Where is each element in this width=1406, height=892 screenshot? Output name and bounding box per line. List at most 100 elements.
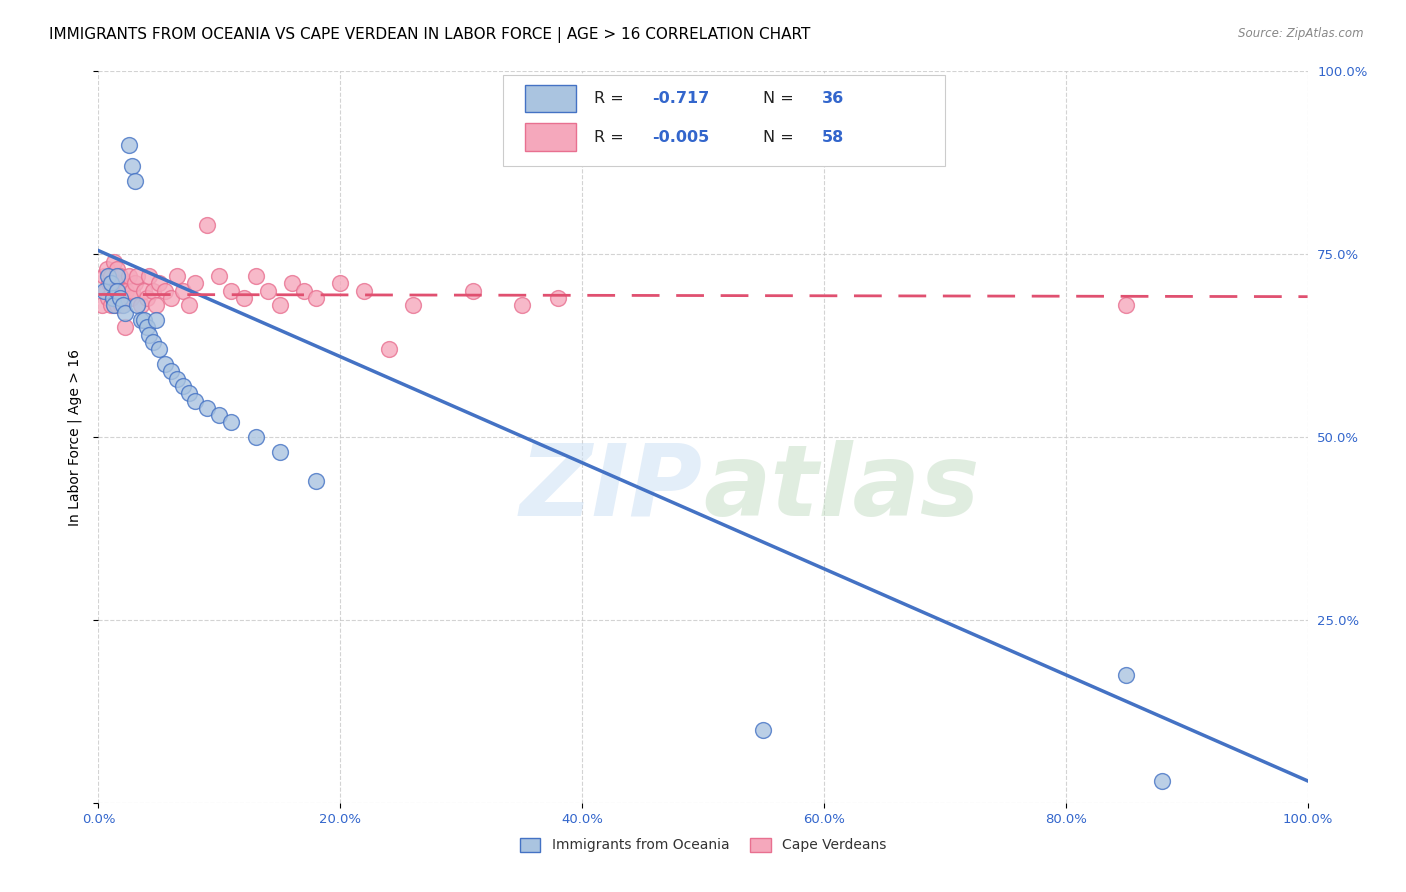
Point bbox=[105, 261, 128, 276]
Point bbox=[142, 334, 165, 349]
Point bbox=[93, 269, 115, 284]
Point bbox=[208, 408, 231, 422]
Point bbox=[195, 401, 218, 415]
Point bbox=[256, 284, 278, 298]
Point bbox=[269, 298, 291, 312]
Point bbox=[184, 393, 207, 408]
Text: -0.717: -0.717 bbox=[652, 91, 710, 106]
Point bbox=[97, 269, 120, 284]
Text: Source: ZipAtlas.com: Source: ZipAtlas.com bbox=[1239, 27, 1364, 40]
Point bbox=[93, 284, 115, 298]
Text: ZIP: ZIP bbox=[520, 440, 703, 537]
Point bbox=[353, 284, 375, 298]
Point bbox=[292, 284, 315, 298]
Point bbox=[127, 298, 149, 312]
Point bbox=[402, 298, 425, 312]
Point bbox=[118, 137, 141, 152]
Point bbox=[108, 291, 131, 305]
Point bbox=[752, 723, 775, 737]
Point bbox=[138, 269, 160, 284]
Point bbox=[547, 291, 569, 305]
Point bbox=[105, 269, 128, 284]
Point bbox=[329, 277, 352, 291]
Point bbox=[97, 291, 120, 305]
Point bbox=[134, 284, 156, 298]
Point bbox=[245, 430, 267, 444]
Point bbox=[135, 320, 157, 334]
Point bbox=[179, 298, 201, 312]
Text: R =: R = bbox=[595, 91, 628, 106]
Point bbox=[101, 291, 124, 305]
FancyBboxPatch shape bbox=[526, 123, 576, 151]
Point bbox=[145, 298, 167, 312]
Text: N =: N = bbox=[763, 91, 800, 106]
Point bbox=[232, 291, 254, 305]
Point bbox=[172, 379, 194, 393]
Point bbox=[107, 291, 129, 305]
Text: 58: 58 bbox=[821, 129, 844, 145]
Point bbox=[118, 269, 141, 284]
Point bbox=[245, 269, 267, 284]
Point bbox=[108, 277, 131, 291]
Point bbox=[208, 269, 231, 284]
Text: R =: R = bbox=[595, 129, 628, 145]
Point bbox=[153, 284, 176, 298]
Point bbox=[166, 371, 188, 385]
Point bbox=[103, 254, 125, 268]
Point bbox=[114, 320, 136, 334]
Point bbox=[160, 364, 183, 378]
Point bbox=[96, 261, 118, 276]
Point bbox=[138, 327, 160, 342]
Legend: Immigrants from Oceania, Cape Verdeans: Immigrants from Oceania, Cape Verdeans bbox=[515, 832, 891, 858]
Point bbox=[305, 291, 328, 305]
Point bbox=[135, 291, 157, 305]
Point bbox=[108, 269, 131, 284]
Point bbox=[166, 269, 188, 284]
Point bbox=[134, 313, 156, 327]
Point bbox=[105, 284, 128, 298]
Point bbox=[129, 313, 152, 327]
Point bbox=[377, 343, 399, 357]
Point bbox=[115, 284, 138, 298]
Point bbox=[111, 298, 134, 312]
Point bbox=[221, 416, 243, 430]
Y-axis label: In Labor Force | Age > 16: In Labor Force | Age > 16 bbox=[67, 349, 83, 525]
Point bbox=[124, 277, 146, 291]
Point bbox=[142, 284, 165, 298]
Point bbox=[104, 284, 127, 298]
Point bbox=[1115, 667, 1137, 681]
Point bbox=[111, 291, 134, 305]
Point bbox=[110, 298, 132, 312]
Point bbox=[101, 291, 124, 305]
FancyBboxPatch shape bbox=[526, 85, 576, 112]
Point bbox=[91, 298, 114, 312]
Point bbox=[1115, 298, 1137, 312]
Text: 36: 36 bbox=[821, 91, 844, 106]
Point bbox=[153, 357, 176, 371]
Point bbox=[105, 298, 128, 312]
Point bbox=[100, 284, 122, 298]
Point bbox=[463, 284, 485, 298]
Point bbox=[510, 298, 533, 312]
Point bbox=[100, 298, 122, 312]
Point bbox=[94, 284, 117, 298]
Point bbox=[195, 218, 218, 232]
Point bbox=[1152, 773, 1174, 788]
Point bbox=[121, 160, 143, 174]
Point bbox=[127, 269, 149, 284]
Point bbox=[111, 284, 134, 298]
Text: atlas: atlas bbox=[703, 440, 980, 537]
Point bbox=[121, 284, 143, 298]
FancyBboxPatch shape bbox=[503, 75, 945, 167]
Point bbox=[98, 277, 121, 291]
Text: IMMIGRANTS FROM OCEANIA VS CAPE VERDEAN IN LABOR FORCE | AGE > 16 CORRELATION CH: IMMIGRANTS FROM OCEANIA VS CAPE VERDEAN … bbox=[49, 27, 811, 43]
Point bbox=[179, 386, 201, 401]
Point bbox=[100, 277, 122, 291]
Point bbox=[124, 174, 146, 188]
Point bbox=[120, 291, 142, 305]
Point bbox=[281, 277, 304, 291]
Point bbox=[129, 298, 152, 312]
Point bbox=[148, 343, 170, 357]
Point bbox=[184, 277, 207, 291]
Text: -0.005: -0.005 bbox=[652, 129, 710, 145]
